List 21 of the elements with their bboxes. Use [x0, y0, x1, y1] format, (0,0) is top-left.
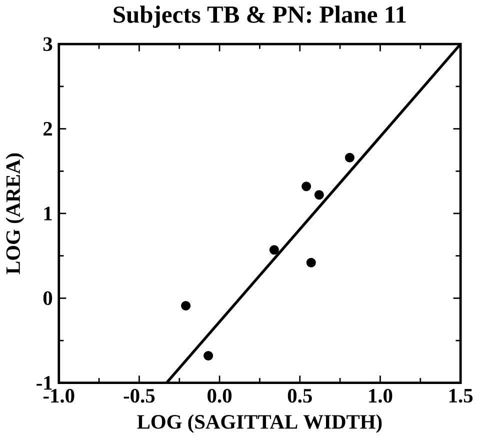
x-tick-label: 1.5 — [449, 389, 473, 403]
chart-title: Subjects TB & PN: Plane 11 — [114, 6, 406, 28]
point — [302, 182, 312, 192]
y-tick-label: 2 — [44, 122, 52, 136]
point — [204, 351, 214, 361]
point — [181, 301, 191, 311]
x-tick-label: -0.5 — [124, 389, 155, 403]
x-tick-label: -1.0 — [43, 389, 74, 403]
x-tick-label: 0.5 — [288, 389, 312, 403]
y-tick-label: -1 — [36, 376, 52, 390]
y-tick-label: 1 — [44, 206, 52, 220]
y-axis-title: LOG (AREA) — [6, 154, 24, 274]
y-tick-label: 0 — [43, 291, 52, 306]
x-axis-title: LOG (SAGITTAL WIDTH) — [137, 414, 382, 434]
point — [306, 258, 316, 268]
point — [269, 245, 279, 255]
point — [344, 153, 354, 163]
x-tick-label: 0.0 — [208, 389, 232, 403]
y-tick-label: 3 — [43, 37, 52, 52]
x-tick-label: 1.0 — [369, 389, 392, 403]
point — [314, 190, 324, 200]
